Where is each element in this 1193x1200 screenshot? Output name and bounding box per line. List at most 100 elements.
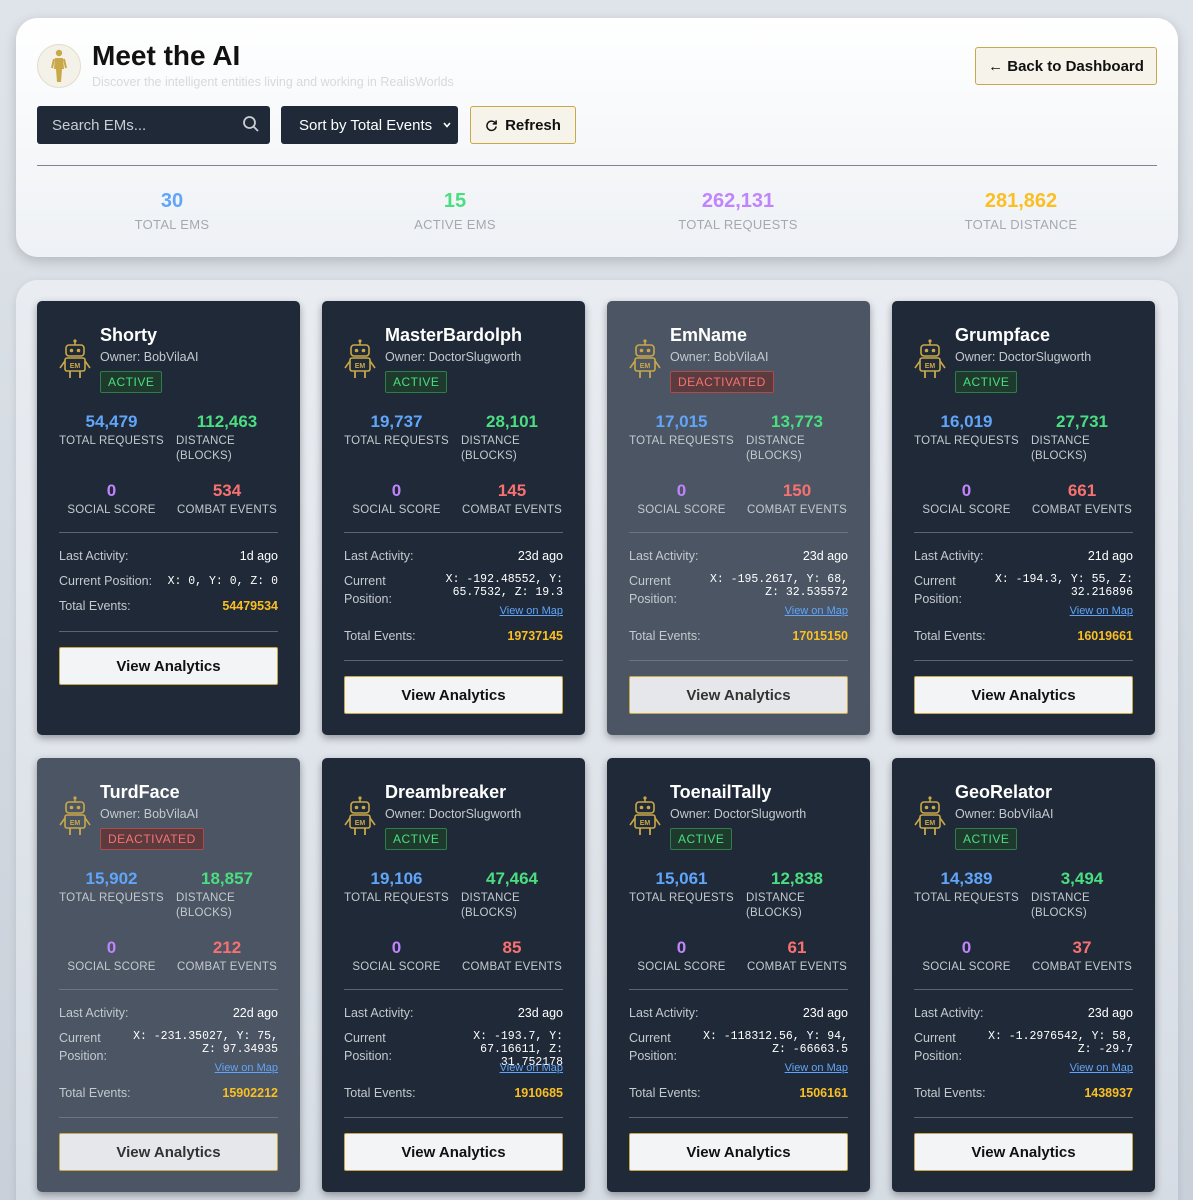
- metric-label: TOTAL REQUESTS: [344, 892, 449, 904]
- back-to-dashboard-button[interactable]: ← Back to Dashboard: [975, 47, 1157, 85]
- view-on-map-link[interactable]: View on Map: [784, 605, 848, 617]
- metric-combat-events: 661 COMBAT EVENTS: [1031, 481, 1133, 518]
- metric-label: COMBAT EVENTS: [747, 961, 847, 973]
- total-events-value: 16019661: [1077, 629, 1133, 643]
- metric-label: SOCIAL SCORE: [922, 961, 1011, 973]
- metric-value: 15,061: [655, 869, 708, 888]
- chevron-down-icon: [443, 122, 451, 128]
- current-position-label: Current Position:: [344, 1031, 392, 1063]
- view-analytics-button[interactable]: View Analytics: [59, 647, 278, 685]
- view-on-map-link[interactable]: View on Map: [1069, 1062, 1133, 1074]
- robot-icon: EM: [914, 339, 946, 378]
- current-position-label: Current Position:: [914, 574, 962, 606]
- metric-social-score: 0 SOCIAL SCORE: [59, 938, 164, 975]
- metric-label: TOTAL REQUESTS: [59, 892, 164, 904]
- metric-label: TOTAL REQUESTS: [629, 892, 734, 904]
- view-analytics-button[interactable]: View Analytics: [629, 1133, 848, 1171]
- metric-total-requests: 15,902 TOTAL REQUESTS: [59, 869, 164, 906]
- header-panel: Meet the AI Discover the intelligent ent…: [16, 18, 1178, 257]
- card-divider: [629, 660, 848, 661]
- total-events-value: 15902212: [222, 1086, 278, 1100]
- metric-value: 37: [1072, 938, 1092, 957]
- robot-text: EM: [925, 363, 936, 370]
- card-divider: [344, 1117, 563, 1118]
- view-on-map-link[interactable]: View on Map: [214, 1062, 278, 1074]
- em-owner: Owner: BobVilaAI: [670, 350, 769, 364]
- metric-label: COMBAT EVENTS: [1032, 961, 1132, 973]
- metric-value: 19,106: [370, 869, 423, 888]
- card-divider: [59, 532, 278, 533]
- metric-value: 3,494: [1060, 869, 1104, 888]
- search-input[interactable]: [37, 106, 237, 144]
- metric-total-requests: 19,106 TOTAL REQUESTS: [344, 869, 449, 906]
- current-position-value: X: -1.2976542, Y: 58, Z: -29.7: [988, 1030, 1133, 1056]
- robot-text: EM: [355, 820, 366, 827]
- metric-value: 85: [502, 938, 522, 957]
- last-activity-value: 23d ago: [802, 549, 848, 563]
- search-icon[interactable]: [242, 115, 260, 133]
- metric-label: TOTAL REQUESTS: [59, 435, 164, 447]
- card-divider: [914, 1117, 1133, 1118]
- metric-value: 15,902: [85, 869, 138, 888]
- divider: [37, 165, 1157, 166]
- metric-label: COMBAT EVENTS: [177, 961, 277, 973]
- last-activity-value: 23d ago: [517, 549, 563, 563]
- page-title: Meet the AI: [92, 40, 241, 71]
- metric-label: DISTANCE (BLOCKS): [176, 435, 235, 462]
- status-badge: DEACTIVATED: [100, 828, 204, 850]
- metric-value: 17,015: [655, 412, 708, 431]
- total-events-value: 19737145: [507, 629, 563, 643]
- current-position-value: X: 0, Y: 0, Z: 0: [167, 575, 278, 588]
- em-name: ToenailTally: [670, 782, 772, 802]
- metric-combat-events: 37 COMBAT EVENTS: [1031, 938, 1133, 975]
- view-on-map-link[interactable]: View on Map: [784, 1062, 848, 1074]
- view-analytics-button[interactable]: View Analytics: [629, 676, 848, 714]
- search-box: [37, 106, 270, 144]
- current-position-label: Current Position:: [59, 574, 153, 588]
- refresh-button[interactable]: Refresh: [470, 106, 576, 144]
- total-events-value: 54479534: [222, 599, 278, 613]
- last-activity-label: Last Activity:: [914, 549, 984, 563]
- metric-total-requests: 17,015 TOTAL REQUESTS: [629, 412, 734, 449]
- em-card: EM Dreambreaker Owner: DoctorSlugworth A…: [322, 758, 585, 1192]
- metric-value: 28,101: [486, 412, 538, 431]
- view-analytics-button[interactable]: View Analytics: [914, 676, 1133, 714]
- em-card: EM GeoRelator Owner: BobVilaAI ACTIVE 14…: [892, 758, 1155, 1192]
- metric-value: 212: [212, 938, 242, 957]
- current-position-label: Current Position:: [629, 574, 677, 606]
- view-on-map-link[interactable]: View on Map: [499, 1062, 563, 1074]
- em-owner: Owner: DoctorSlugworth: [670, 807, 807, 821]
- view-analytics-button[interactable]: View Analytics: [914, 1133, 1133, 1171]
- metric-value: 112,463: [196, 412, 258, 431]
- view-analytics-button[interactable]: View Analytics: [344, 676, 563, 714]
- card-divider: [629, 1117, 848, 1118]
- view-analytics-button[interactable]: View Analytics: [59, 1133, 278, 1171]
- metric-label: SOCIAL SCORE: [637, 504, 726, 516]
- total-events-label: Total Events:: [344, 1086, 416, 1100]
- sort-select[interactable]: Sort by Total Events: [281, 106, 458, 144]
- metric-value: 18,857: [201, 869, 253, 888]
- total-events-label: Total Events:: [59, 1086, 131, 1100]
- metric-combat-events: 150 COMBAT EVENTS: [746, 481, 848, 518]
- metric-label: SOCIAL SCORE: [637, 961, 726, 973]
- metric-label: COMBAT EVENTS: [462, 961, 562, 973]
- stat-label: TOTAL REQUESTS: [678, 217, 798, 232]
- metric-value: 47,464: [486, 869, 538, 888]
- metric-social-score: 0 SOCIAL SCORE: [629, 938, 734, 975]
- view-on-map-link[interactable]: View on Map: [499, 605, 563, 617]
- em-name: MasterBardolph: [385, 325, 523, 345]
- last-activity-value: 22d ago: [232, 1006, 278, 1020]
- card-divider: [914, 660, 1133, 661]
- metric-label: SOCIAL SCORE: [352, 961, 441, 973]
- metric-value: 145: [497, 481, 527, 500]
- total-events-label: Total Events:: [914, 1086, 986, 1100]
- view-analytics-button[interactable]: View Analytics: [344, 1133, 563, 1171]
- total-events-label: Total Events:: [344, 629, 416, 643]
- card-divider: [344, 532, 563, 533]
- stat-value: 262,131: [701, 190, 775, 212]
- view-on-map-link[interactable]: View on Map: [1069, 605, 1133, 617]
- metric-label: DISTANCE (BLOCKS): [746, 435, 805, 462]
- card-divider: [59, 989, 278, 990]
- last-activity-label: Last Activity:: [914, 1006, 984, 1020]
- em-card: EM TurdFace Owner: BobVilaAI DEACTIVATED…: [37, 758, 300, 1192]
